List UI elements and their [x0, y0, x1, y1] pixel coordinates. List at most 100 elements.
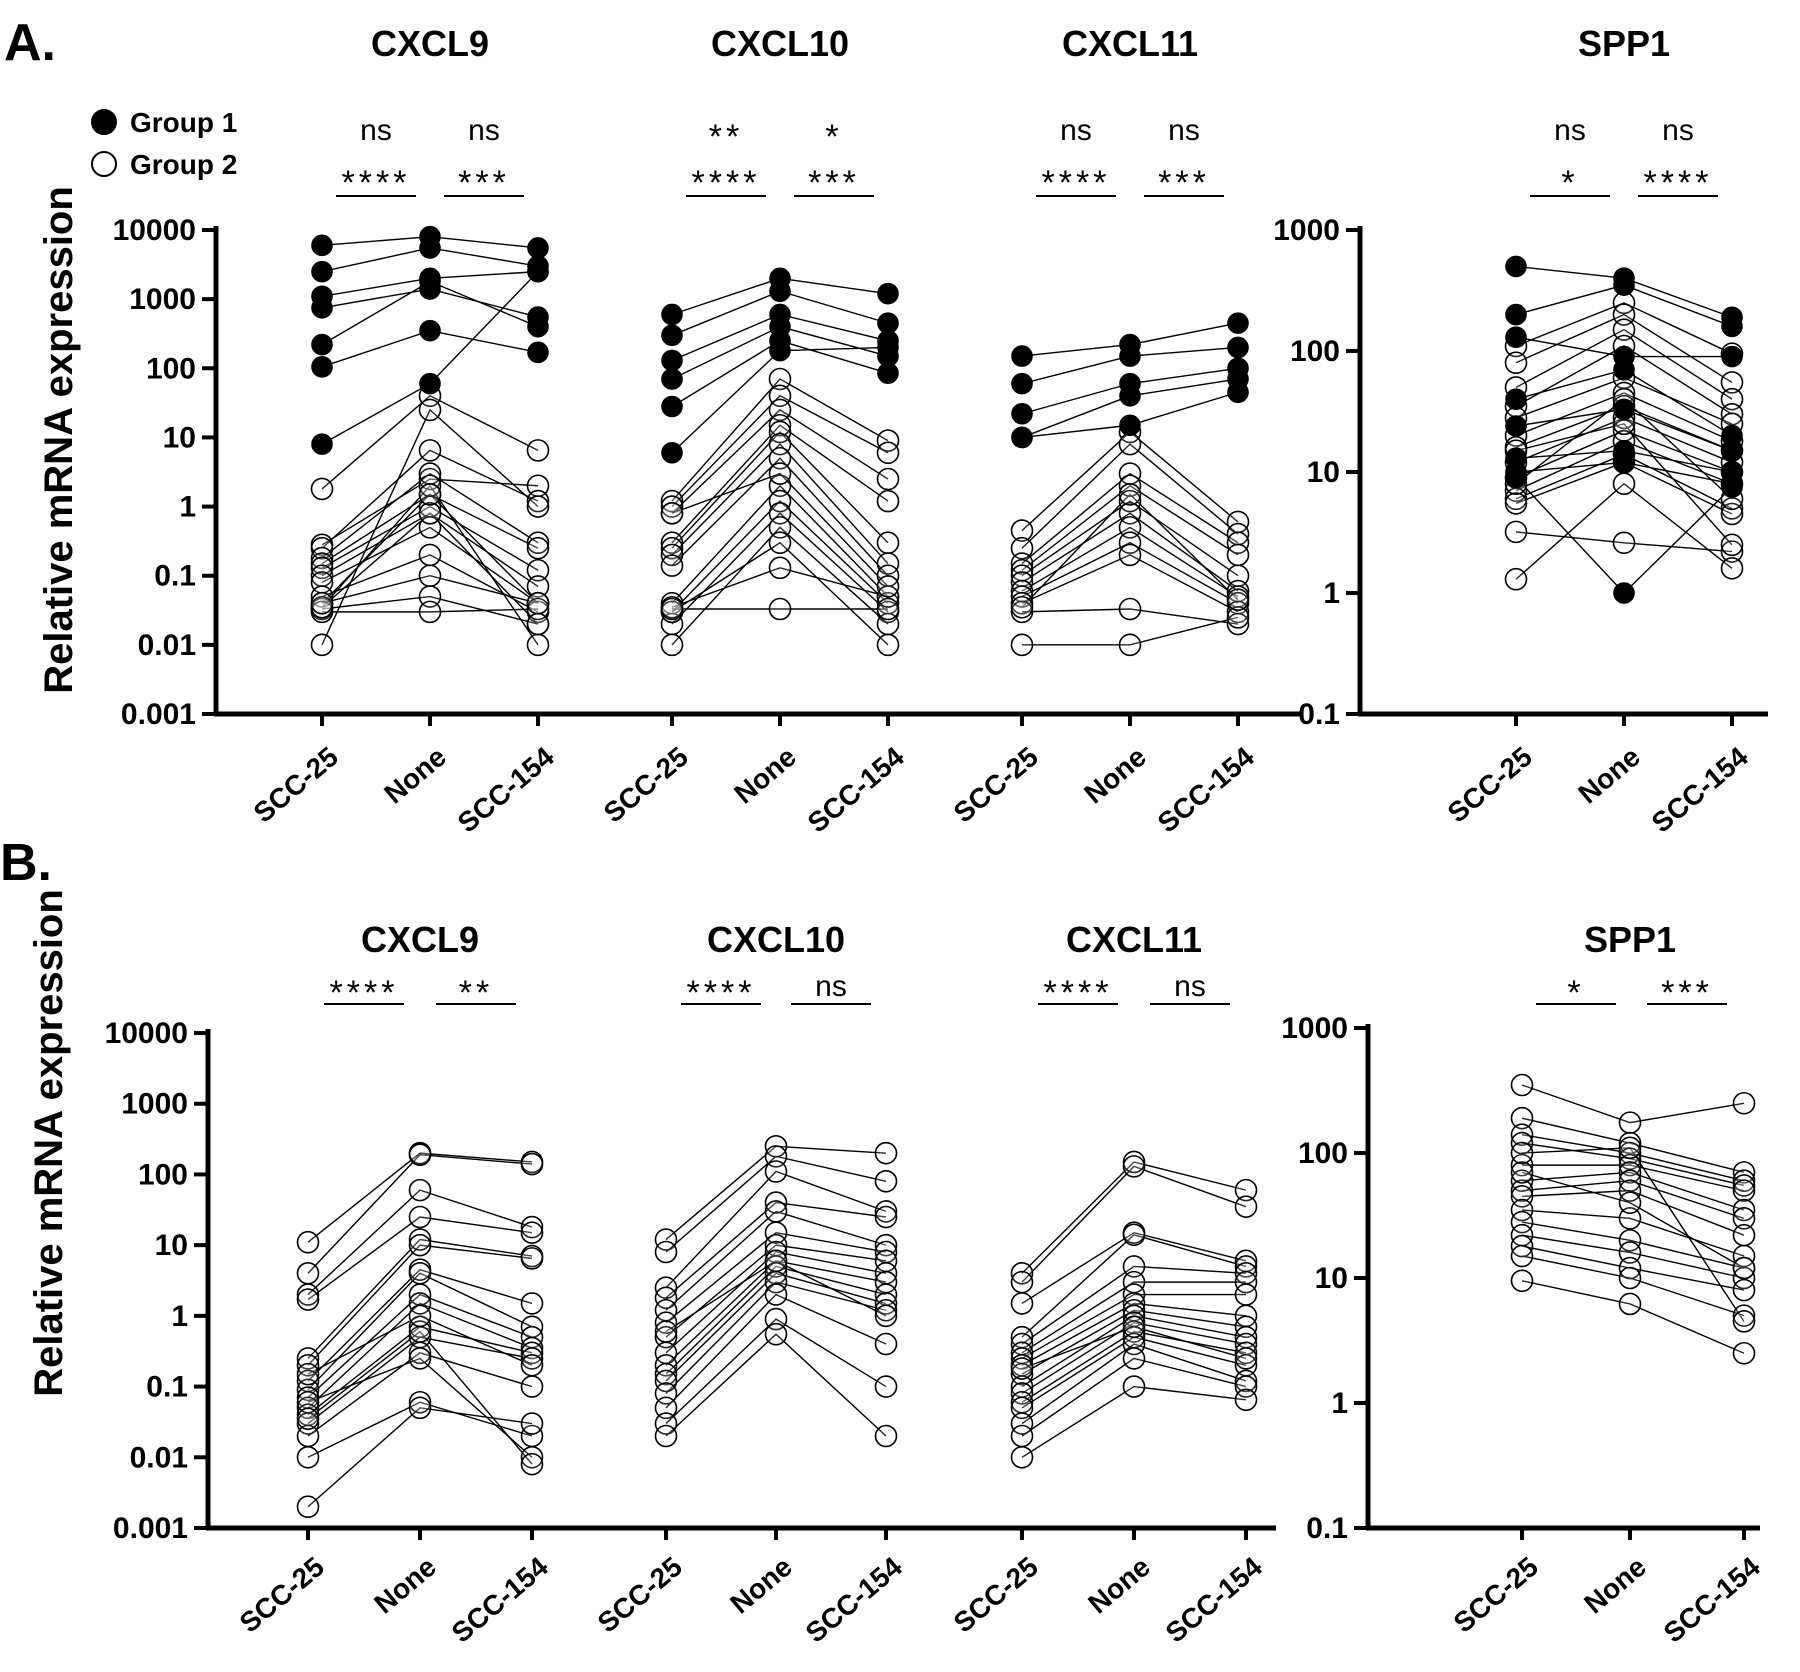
connector-line-group-2 — [1515, 423, 1733, 546]
point-group-2 — [526, 591, 550, 615]
point-group-2 — [1010, 1357, 1034, 1380]
connector-line-group-2 — [665, 1201, 887, 1299]
point-group-2 — [310, 477, 334, 501]
point-group-2 — [1234, 1369, 1258, 1393]
point-group-2 — [1732, 1179, 1756, 1202]
point-group-2 — [1010, 519, 1034, 542]
y-tick-label-a: 10 — [163, 421, 196, 454]
point-group-2 — [310, 591, 334, 615]
point-group-2 — [1234, 1375, 1258, 1398]
significance-label: **** — [692, 164, 761, 202]
spp1-y-tick-label-b: 0.1 — [1306, 1512, 1348, 1545]
point-group-2 — [296, 1353, 320, 1377]
point-group-2 — [1118, 432, 1142, 456]
chart-title-cxcl11-a: CXCL11 — [1062, 23, 1198, 64]
point-group-1 — [1505, 415, 1527, 437]
connector-line-group-2 — [307, 1153, 533, 1274]
connector-line-group-2 — [307, 1152, 533, 1243]
point-group-2 — [1234, 1255, 1258, 1278]
point-group-2 — [768, 597, 792, 621]
point-group-2 — [1618, 1266, 1642, 1290]
connector-line-group-2 — [671, 526, 889, 646]
connector-line-group-2 — [671, 500, 889, 613]
point-group-2 — [408, 1396, 432, 1420]
connector-line-group-2 — [671, 430, 889, 549]
point-group-2 — [1618, 1141, 1642, 1165]
connector-line-group-2 — [307, 1330, 533, 1465]
y-tick-label-a: 10000 — [113, 214, 196, 247]
point-group-2 — [1732, 1341, 1756, 1365]
point-group-2 — [1732, 1310, 1756, 1333]
point-group-2 — [1010, 1362, 1034, 1386]
point-group-2 — [1504, 520, 1528, 544]
significance-label: ns — [360, 114, 392, 147]
point-group-1 — [1119, 385, 1141, 407]
point-group-2 — [660, 501, 684, 525]
point-group-1 — [419, 372, 441, 395]
point-group-2 — [876, 575, 900, 598]
chart-title-spp1-a: SPP1 — [1578, 23, 1670, 64]
connector-line-group-2 — [665, 1210, 887, 1311]
point-group-2 — [1234, 1388, 1258, 1412]
connector-line-group-2 — [1521, 1280, 1745, 1354]
point-group-1 — [1613, 274, 1635, 296]
connector-line-group-2 — [671, 472, 889, 587]
point-group-2 — [1226, 543, 1250, 567]
chart-title-cxcl9-a: CXCL9 — [371, 23, 489, 64]
connector-line-group-2 — [1021, 1265, 1247, 1345]
y-tick-label-b: 10 — [155, 1229, 188, 1262]
point-group-2 — [768, 413, 792, 437]
point-group-2 — [1618, 1207, 1642, 1230]
point-group-2 — [408, 1205, 432, 1229]
connector-line-group-2 — [1521, 1221, 1745, 1269]
point-group-2 — [408, 1261, 432, 1285]
point-group-2 — [418, 474, 442, 498]
point-group-2 — [520, 1292, 544, 1315]
connector-line-group-2 — [671, 484, 889, 604]
point-group-1 — [311, 333, 333, 356]
point-group-2 — [1234, 1195, 1258, 1218]
point-group-2 — [1732, 1207, 1756, 1230]
point-group-2 — [1504, 567, 1528, 591]
point-group-2 — [296, 1347, 320, 1370]
point-group-1 — [1119, 414, 1141, 437]
point-group-2 — [874, 1205, 898, 1229]
connector-line-group-2 — [307, 1268, 533, 1382]
point-group-1 — [311, 433, 333, 455]
point-group-2 — [654, 1286, 678, 1310]
point-group-2 — [1234, 1347, 1258, 1370]
y-tick-label-a: 0.01 — [138, 629, 196, 662]
point-group-2 — [764, 1322, 788, 1346]
connector-line-group-2 — [665, 1272, 887, 1382]
connector-line-group-2 — [1021, 1281, 1246, 1354]
point-group-2 — [1504, 492, 1528, 515]
point-group-2 — [408, 1233, 432, 1257]
connector-line-group-2 — [665, 1244, 887, 1338]
connector-line-group-2 — [1521, 1171, 1745, 1269]
connector-line-group-2 — [665, 1281, 887, 1394]
point-group-2 — [1732, 1174, 1756, 1197]
connector-line-group-2 — [671, 443, 889, 565]
point-group-2 — [296, 1495, 320, 1519]
significance-label: ns — [1060, 114, 1092, 147]
point-group-1 — [1011, 402, 1033, 425]
point-group-2 — [876, 633, 900, 657]
point-group-2 — [296, 1261, 320, 1285]
point-group-1 — [1227, 336, 1249, 359]
point-group-1 — [419, 270, 441, 293]
point-group-1 — [311, 260, 333, 283]
point-group-2 — [520, 1152, 544, 1176]
point-group-2 — [408, 1292, 432, 1315]
connector-line-group-2 — [321, 526, 539, 604]
point-group-2 — [296, 1230, 320, 1254]
point-group-2 — [764, 1200, 788, 1223]
point-group-2 — [654, 1424, 678, 1448]
point-group-2 — [418, 483, 442, 506]
significance-label: *** — [1158, 164, 1210, 202]
connector-line-group-2 — [307, 1302, 533, 1409]
point-group-2 — [408, 1390, 432, 1414]
point-group-2 — [874, 1304, 898, 1328]
point-group-2 — [1010, 1292, 1034, 1315]
point-group-2 — [1732, 1091, 1756, 1115]
point-group-2 — [520, 1347, 544, 1370]
